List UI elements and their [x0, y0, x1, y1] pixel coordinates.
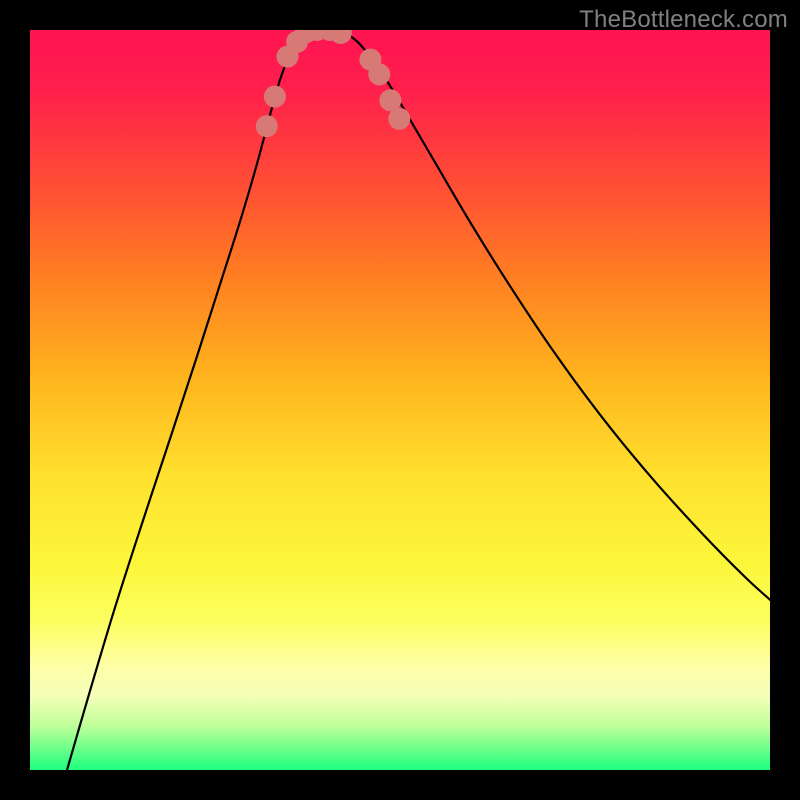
watermark-text: TheBottleneck.com [579, 6, 788, 34]
gradient-background [30, 30, 770, 770]
plot-area [30, 30, 770, 770]
chart-frame: TheBottleneck.com [0, 0, 800, 800]
data-marker [388, 108, 410, 130]
plot-svg [30, 30, 770, 770]
data-marker [256, 115, 278, 137]
data-marker [264, 86, 286, 108]
data-marker [368, 63, 390, 85]
